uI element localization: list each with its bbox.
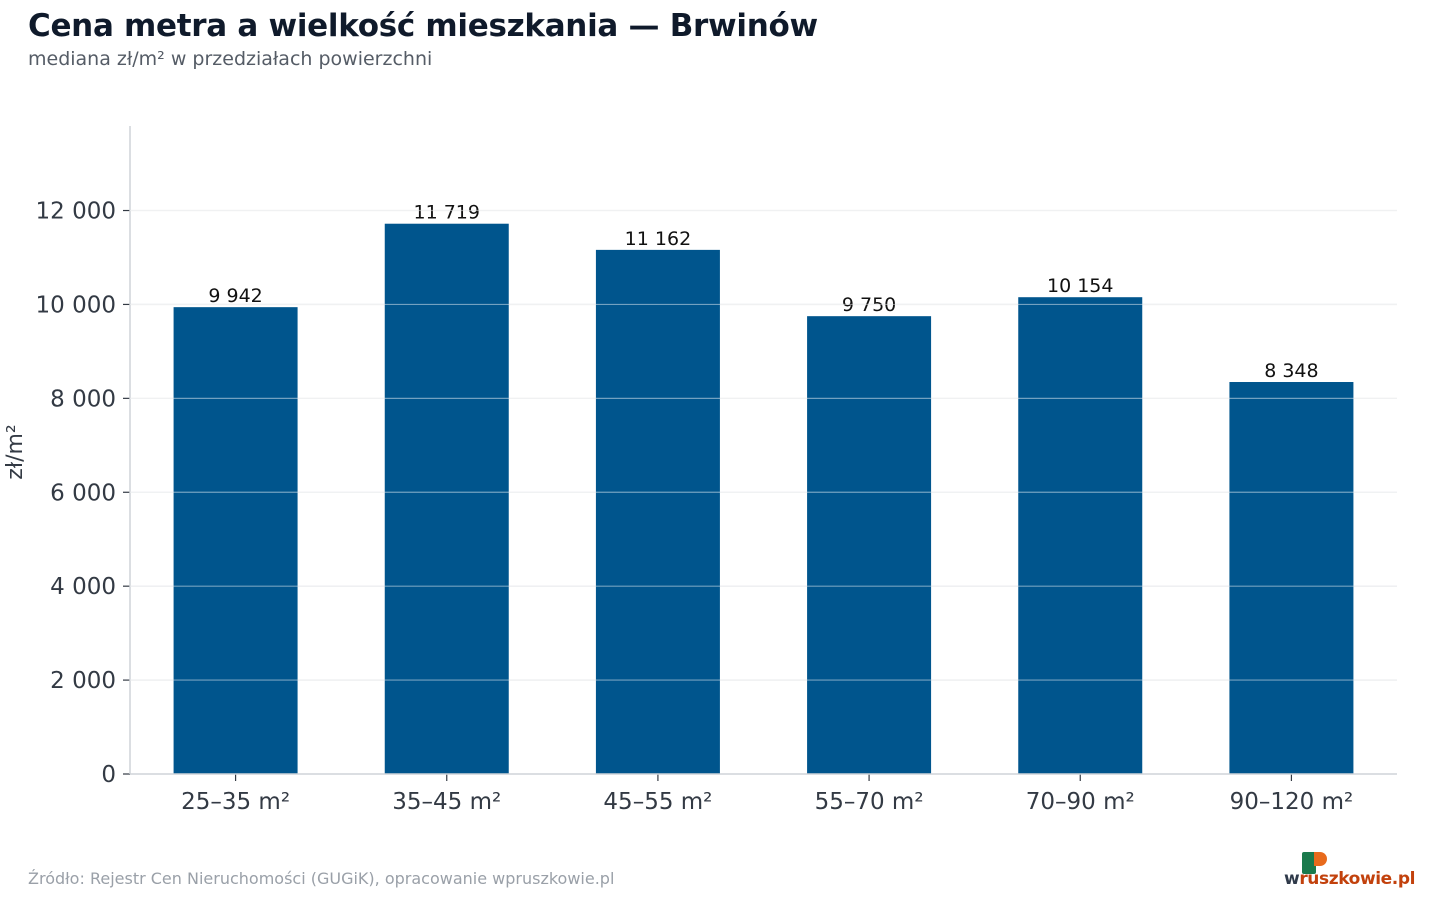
y-tick-label: 12 000 [36,199,116,225]
x-tick-label: 70–90 m² [1026,789,1135,815]
bar-value-label: 9 942 [208,285,262,307]
bars [173,223,1354,774]
site-logo[interactable]: wruszkowie.pl [1284,852,1415,892]
bar-value-label: 10 154 [1047,275,1113,297]
bar [384,223,509,774]
y-tick-label: 4 000 [50,574,116,600]
x-tick-label: 25–35 m² [181,789,290,815]
y-tick-label: 6 000 [50,480,116,506]
axes: 0 2 000 4 000 6 000 8 000 10 000 12 000 25–35 m… [3,126,1397,815]
bar [173,307,298,774]
bar-value-label: 11 719 [414,202,480,224]
y-axis-label: zł/m² [3,424,28,479]
y-tick-label: 8 000 [50,386,116,412]
bar-value-label: 8 348 [1264,360,1318,382]
logo-text-rest: ruszkowie.pl [1299,869,1416,889]
y-tick-label: 0 [101,762,116,788]
x-tick-label: 55–70 m² [815,789,924,815]
y-tick-label: 2 000 [50,668,116,694]
source-note: Źródło: Rejestr Cen Nieruchomości (GUGiK… [28,869,615,888]
chart-title: Cena metra a wielkość mieszkania — Brwin… [28,8,818,44]
bar-value-label: 9 750 [842,294,896,316]
bar-chart: 0 2 000 4 000 6 000 8 000 10 000 12 000 25–35 m… [3,126,1397,815]
logo-mark-icon [1302,852,1327,874]
bar [1229,382,1354,774]
bar [595,249,720,774]
bar [807,316,932,774]
chart-subtitle: mediana zł/m² w przedziałach powierzchni [28,48,433,70]
bar [1018,297,1143,774]
x-tick-label: 35–45 m² [392,789,501,815]
bar-value-label: 11 162 [625,228,691,250]
grid-lines [130,209,1397,681]
x-tick-label: 45–55 m² [603,789,712,815]
labels: 9 942 11 719 11 162 9 750 10 154 8 348 [130,202,1397,681]
y-tick-label: 10 000 [36,292,116,318]
logo-text-w: w [1284,869,1300,889]
x-tick-label: 90–120 m² [1230,789,1354,815]
logo-text: wruszkowie.pl [1284,869,1415,889]
